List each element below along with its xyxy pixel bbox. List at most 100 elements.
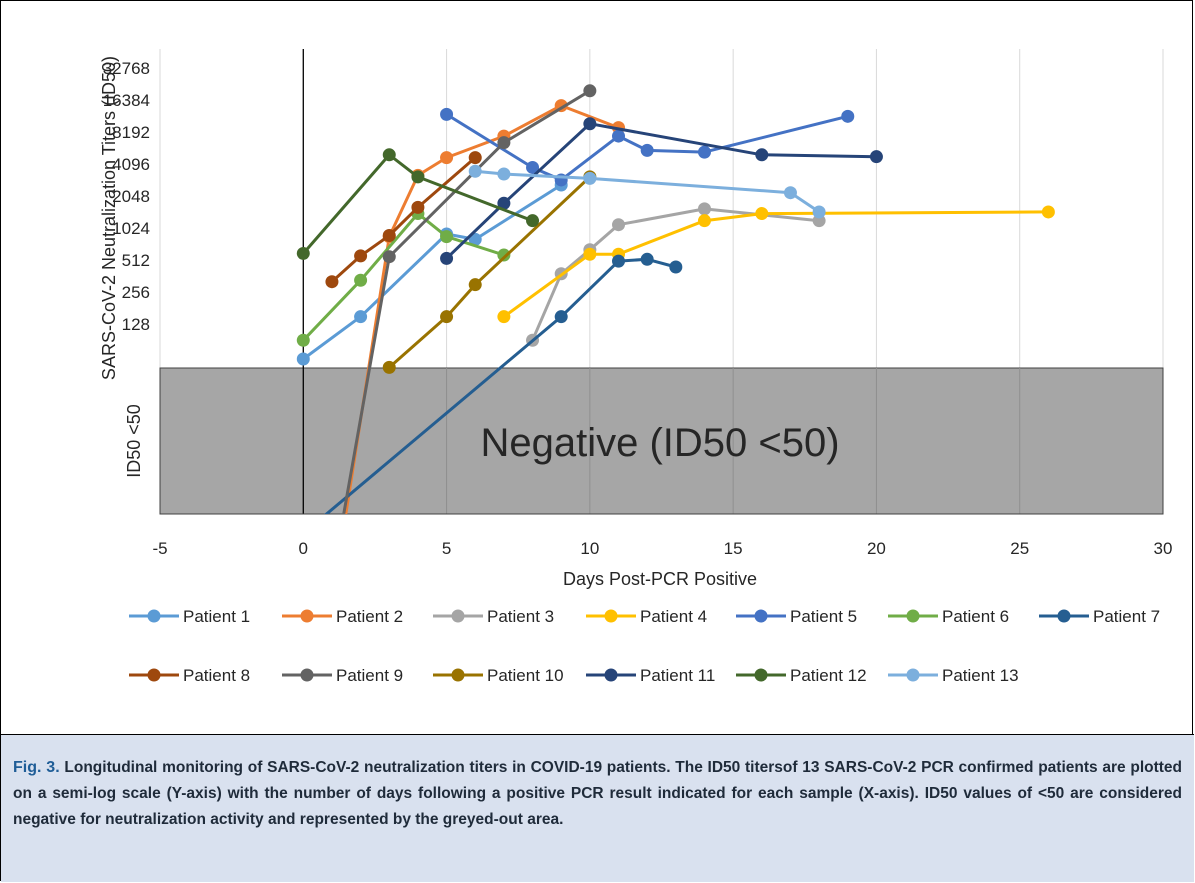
series-12 [296,148,540,260]
legend-label-13: Patient 13 [942,666,1019,685]
legend-item-4: Patient 4 [586,607,707,626]
legend-label-11: Patient 11 [640,666,715,685]
y-tick-label-4096: 4096 [112,155,150,174]
data-point-13-5 [812,205,826,219]
series-line-4 [503,210,1049,318]
y-tick-label-8192: 8192 [112,123,150,142]
figure-caption: Fig. 3. Longitudinal monitoring of SARS-… [1,734,1194,882]
legend-swatch-marker-7 [1057,609,1071,623]
data-point-7-3 [612,254,626,268]
data-point-10-1 [382,360,396,374]
data-point-6-1 [296,333,310,347]
data-point-8-4 [411,200,425,214]
legend-swatch-marker-2 [300,609,314,623]
data-point-1-2 [354,310,368,324]
data-point-5-1 [440,107,454,121]
legend-label-8: Patient 8 [183,666,250,685]
series-4 [497,205,1055,324]
series-line-3 [531,207,820,341]
y-tick-label-32768: 32768 [103,59,150,78]
data-point-5-2 [526,160,540,174]
series-line-9 [342,89,591,514]
legend-label-9: Patient 9 [336,666,403,685]
legend-item-5: Patient 5 [736,607,857,626]
data-point-13-2 [497,167,511,181]
data-point-5-4 [612,129,626,143]
legend: Patient 1 Patient 2 Patient 3 Patient 4 Pati… [129,607,1160,685]
data-point-12-4 [526,214,540,228]
data-point-8-2 [354,249,368,263]
y-tick-label-1024: 1024 [112,219,150,238]
data-point-10-2 [440,310,454,324]
legend-swatch-marker-8 [147,668,161,682]
y-tick-label-512: 512 [122,251,150,270]
series-8 [325,151,482,289]
data-point-10-3 [468,278,482,292]
y-axis-title: SARS-CoV-2 Neutralization Titers (ID50) [99,56,119,380]
series-group [296,84,1055,514]
series-11 [440,117,883,265]
data-point-11-4 [755,148,769,162]
caption-label: Fig. 3. [13,759,60,776]
data-point-8-5 [468,151,482,165]
legend-swatch-marker-6 [906,609,920,623]
legend-label-10: Patient 10 [487,666,564,685]
x-tick-label-20: 20 [867,539,886,558]
legend-item-12: Patient 12 [736,666,867,685]
line-chart: 128 256 512 1024 2048 4096 8192 16384 32768 -5 0 5 1… [99,49,1173,685]
data-point-7-4 [640,252,654,266]
x-tick-label-10: 10 [580,539,599,558]
series-3 [526,202,826,347]
data-point-9-4 [583,84,597,98]
data-point-1-4 [468,232,482,246]
legend-swatch-marker-9 [300,668,314,682]
x-tick-label-15: 15 [724,539,743,558]
y-tick-label-16384: 16384 [103,91,150,110]
data-point-9-3 [497,136,511,150]
caption-text: Longitudinal monitoring of SARS-CoV-2 ne… [13,759,1183,828]
x-tick-label-30: 30 [1154,539,1173,558]
legend-label-4: Patient 4 [640,607,707,626]
legend-item-9: Patient 9 [282,666,403,685]
y-tick-label-256: 256 [122,283,150,302]
legend-item-10: Patient 10 [433,666,564,685]
legend-label-5: Patient 5 [790,607,857,626]
legend-item-7: Patient 7 [1039,607,1160,626]
legend-item-6: Patient 6 [888,607,1009,626]
data-point-6-4 [440,230,454,244]
series-line-10 [388,175,591,369]
legend-label-2: Patient 2 [336,607,403,626]
series-13 [468,164,826,219]
data-point-2-4 [440,151,454,165]
series-7 [324,252,683,514]
legend-swatch-marker-13 [906,668,920,682]
legend-item-8: Patient 8 [129,666,250,685]
data-point-6-2 [354,273,368,287]
legend-item-1: Patient 1 [129,607,250,626]
data-point-4-1 [497,310,511,324]
legend-swatch-marker-3 [451,609,465,623]
legend-item-3: Patient 3 [433,607,554,626]
data-point-12-3 [411,170,425,184]
data-point-3-5 [697,202,711,216]
data-point-9-2 [382,250,396,264]
x-tick-label-5: 5 [442,539,451,558]
legend-label-7: Patient 7 [1093,607,1160,626]
legend-label-6: Patient 6 [942,607,1009,626]
legend-label-1: Patient 1 [183,607,250,626]
data-point-13-1 [468,164,482,178]
data-point-6-5 [497,248,511,262]
legend-item-13: Patient 13 [888,666,1019,685]
data-point-11-2 [497,196,511,210]
data-point-8-3 [382,229,396,243]
legend-swatch-marker-11 [604,668,618,682]
data-point-1-1 [296,352,310,366]
data-point-5-7 [841,109,855,123]
legend-swatch-marker-12 [754,668,768,682]
data-point-4-5 [755,207,769,221]
y-tick-label-128: 128 [122,315,150,334]
series-line-12 [302,153,534,255]
data-point-13-3 [583,171,597,185]
data-point-3-4 [612,218,626,232]
